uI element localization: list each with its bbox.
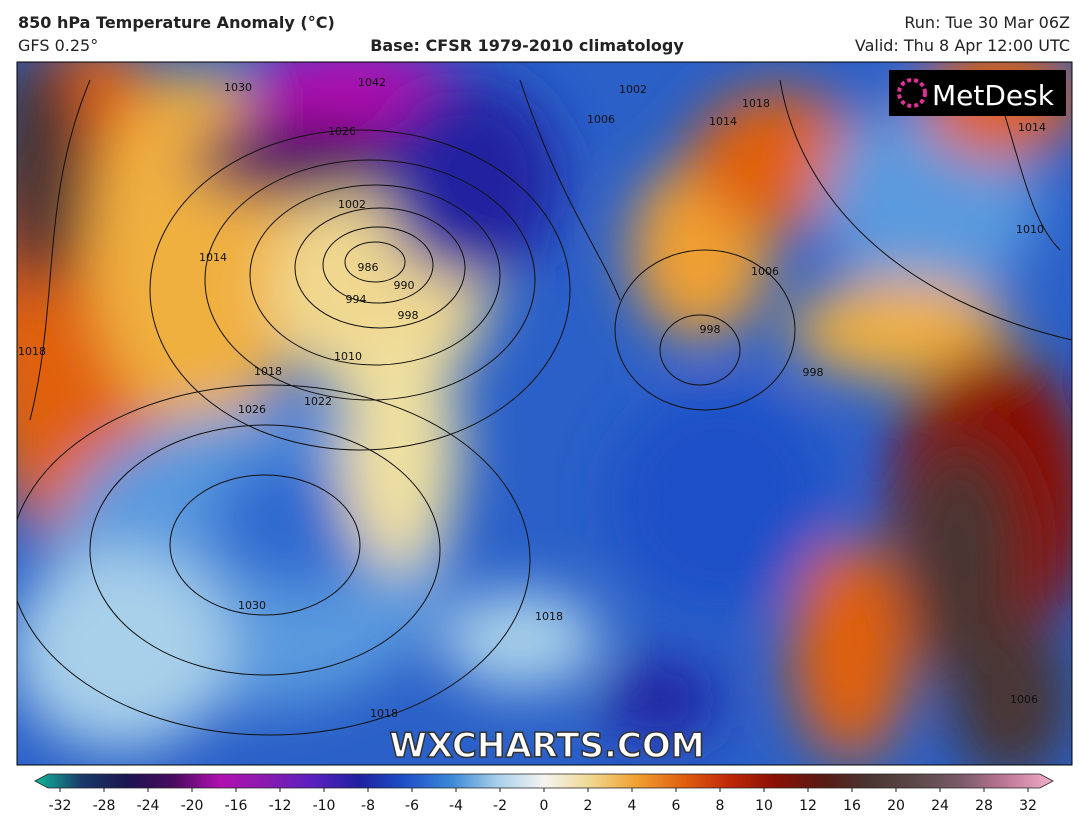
colorbar-label: -8 [361, 798, 375, 814]
isobar-label: 986 [358, 261, 379, 274]
isobar-label: 1014 [1018, 121, 1046, 134]
valid: Valid: Thu 8 Apr 12:00 UTC [855, 36, 1070, 55]
colorbar-label: -4 [449, 798, 463, 814]
isobar-label: 998 [803, 366, 824, 379]
colorbar-label: 10 [755, 798, 773, 814]
colorbar-label: 8 [716, 798, 725, 814]
colorbar-label: -28 [93, 798, 116, 814]
colorbar [34, 773, 1054, 789]
isobar-label: 1014 [709, 115, 737, 128]
colorbar-label: 0 [540, 798, 549, 814]
watermark: WXCHARTS.COM [389, 726, 704, 766]
isobar-label: 1042 [358, 76, 386, 89]
isobar-label: 1002 [619, 83, 647, 96]
isobar-label: 1030 [224, 81, 252, 94]
isobar-label: 1018 [742, 97, 770, 110]
isobar-label: 990 [394, 279, 415, 292]
colorbar-label: 2 [584, 798, 593, 814]
map-frame [16, 61, 1073, 766]
run: Run: Tue 30 Mar 06Z [904, 13, 1070, 32]
base: Base: CFSR 1979-2010 climatology [370, 36, 684, 55]
colorbar-label: 24 [931, 798, 949, 814]
isobar-label: 1018 [254, 365, 282, 378]
model: GFS 0.25° [18, 36, 98, 55]
isobar-label: 1006 [751, 265, 779, 278]
isobar-label: 998 [398, 309, 419, 322]
colorbar-label: 4 [628, 798, 637, 814]
isobar-label: 1006 [1010, 693, 1038, 706]
colorbar-label: 28 [975, 798, 993, 814]
colorbar-label: -12 [269, 798, 292, 814]
colorbar-label: 32 [1019, 798, 1037, 814]
isobar-label: 1026 [328, 125, 356, 138]
isobar-label: 1010 [334, 350, 362, 363]
isobar-label: 1014 [199, 251, 227, 264]
title: 850 hPa Temperature Anomaly (°C) [18, 13, 335, 32]
isobar-label: 994 [346, 293, 367, 306]
isobar-label: 1006 [587, 113, 615, 126]
colorbar-label: -2 [493, 798, 507, 814]
logo-box [889, 70, 1066, 116]
isobar-label: 1030 [238, 599, 266, 612]
colorbar-label: 6 [672, 798, 681, 814]
logo-icon [897, 78, 927, 108]
colorbar-label: -20 [181, 798, 204, 814]
colorbar-label: -6 [405, 798, 419, 814]
isobar-label: 1022 [304, 395, 332, 408]
map: MetDesk WXCHARTS.COM 1030 1042 1026 1002 986… [17, 62, 1072, 766]
colorbar-label: 16 [843, 798, 861, 814]
isobar-label: 1018 [370, 707, 398, 720]
isobar-label: 1018 [18, 345, 46, 358]
isobar-label: 1010 [1016, 223, 1044, 236]
isobar-label: 1002 [338, 198, 366, 211]
isobar-label: 1026 [238, 403, 266, 416]
logo: MetDesk [932, 79, 1055, 112]
colorbar-label: 20 [887, 798, 905, 814]
isobar-label: 1018 [535, 610, 563, 623]
colorbar-label: -32 [49, 798, 72, 814]
colorbar-label: 12 [799, 798, 817, 814]
isobar-label: 998 [700, 323, 721, 336]
colorbar-label: -24 [137, 798, 160, 814]
colorbar-label: -16 [225, 798, 248, 814]
colorbar-label: -10 [313, 798, 336, 814]
